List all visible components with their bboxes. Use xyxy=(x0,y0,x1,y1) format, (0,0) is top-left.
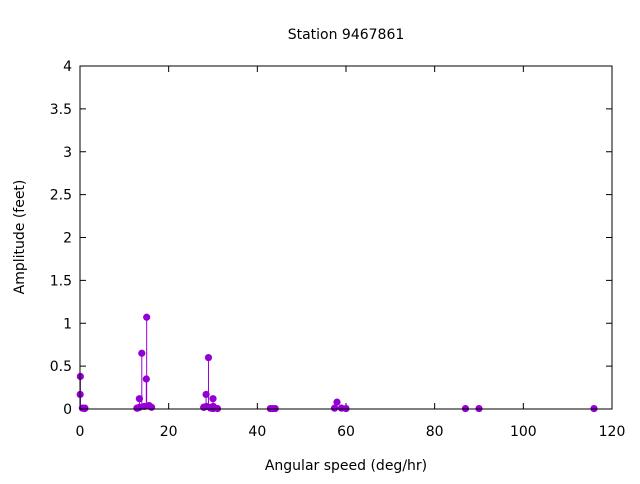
data-point xyxy=(138,349,146,357)
y-tick-label: 2.5 xyxy=(50,188,72,204)
x-tick-label: 100 xyxy=(510,424,537,440)
y-tick-label: 0 xyxy=(63,402,72,418)
y-axis-label: Amplitude (feet) xyxy=(12,180,28,295)
x-axis-label: Angular speed (deg/hr) xyxy=(265,458,427,474)
data-point xyxy=(204,353,213,362)
plot-frame xyxy=(79,65,613,410)
x-tick-label: 60 xyxy=(337,424,355,440)
x-tick-label: 0 xyxy=(76,424,85,440)
x-tick-label: 20 xyxy=(160,424,178,440)
data-point xyxy=(209,395,217,403)
data-point xyxy=(143,313,151,321)
y-tick-label: 2 xyxy=(63,231,72,247)
y-tick-label: 0.5 xyxy=(50,359,72,375)
y-tick-label: 3.5 xyxy=(50,102,72,118)
data-point xyxy=(330,404,339,412)
data-point xyxy=(202,390,210,399)
data-point xyxy=(333,398,341,406)
y-tick-label: 4 xyxy=(63,59,72,75)
y-tick-label: 1 xyxy=(63,316,72,332)
x-tick-label: 80 xyxy=(426,424,444,440)
x-tick-label: 40 xyxy=(248,424,266,440)
y-tick-label: 1.5 xyxy=(50,273,72,289)
x-tick-label: 120 xyxy=(599,424,626,440)
y-tick-label: 3 xyxy=(63,145,72,161)
data-point xyxy=(147,403,156,411)
data-point xyxy=(81,404,89,412)
data-point xyxy=(135,395,144,403)
chart-title: Station 9467861 xyxy=(288,27,405,43)
